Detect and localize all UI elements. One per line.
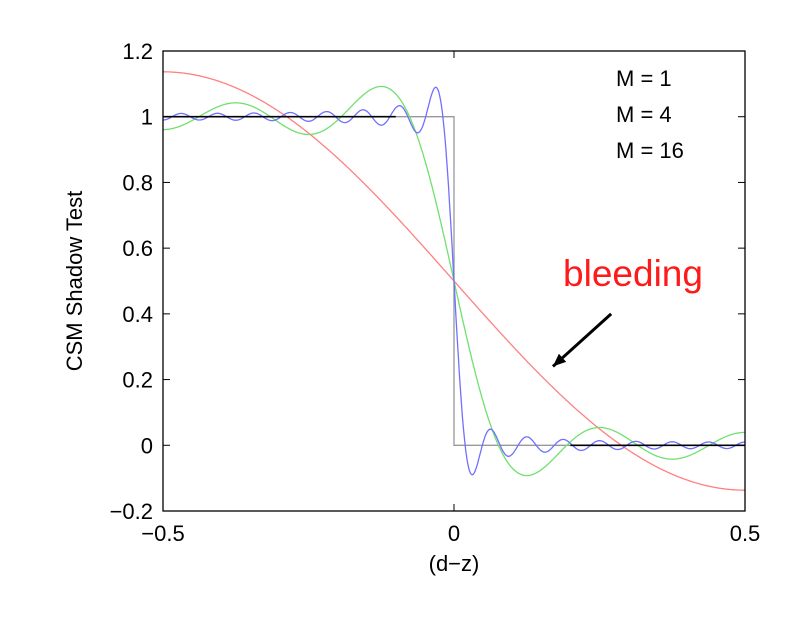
arrow-head-icon xyxy=(552,353,567,367)
y-tick-label: 1 xyxy=(141,105,153,130)
annotation-bleeding: bleeding xyxy=(563,253,703,294)
legend-entry-m1: M = 1 xyxy=(616,66,672,91)
y-tick-label: 0.4 xyxy=(122,302,153,327)
x-tick-label: 0.5 xyxy=(730,521,761,546)
x-tick-label: −0.5 xyxy=(141,521,184,546)
y-axis-label: CSM Shadow Test xyxy=(62,191,87,372)
plot-lines xyxy=(163,71,745,491)
y-tick-label: 0.6 xyxy=(122,236,153,261)
annotation-arrow xyxy=(551,312,613,368)
y-tick-label: −0.2 xyxy=(110,499,153,524)
legend-entry-m16: M = 16 xyxy=(616,138,684,163)
x-axis-label: (d−z) xyxy=(429,551,480,576)
y-tick-label: 1.2 xyxy=(122,39,153,64)
y-tick-label: 0.8 xyxy=(122,170,153,195)
legend-entry-m4: M = 4 xyxy=(616,102,672,127)
x-tick-label: 0 xyxy=(448,521,460,546)
series-line-m16 xyxy=(163,86,745,476)
y-tick-label: 0 xyxy=(141,433,153,458)
y-tick-label: 0.2 xyxy=(122,368,153,393)
arrow-shaft xyxy=(551,312,613,368)
legend: M = 1 M = 4 M = 16 xyxy=(616,66,684,163)
ticks: −0.5 0 0.5 −0.2 0 0.2 0.4 0.6 0.8 1 1.2 xyxy=(110,39,761,546)
